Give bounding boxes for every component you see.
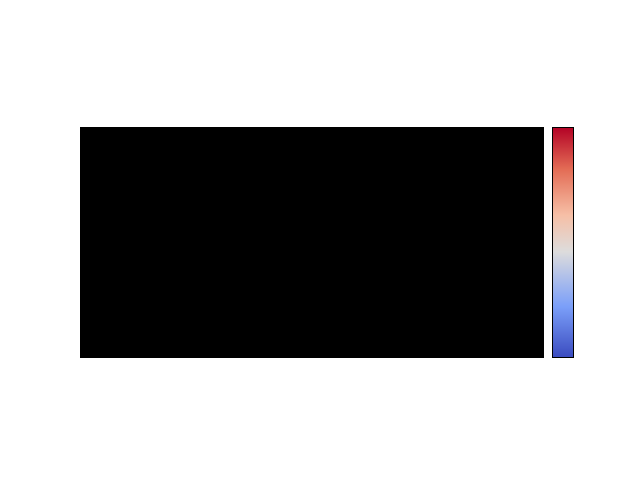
coastlines	[81, 131, 543, 341]
world-map	[80, 127, 544, 358]
colorbar	[552, 127, 574, 358]
map-background	[81, 128, 543, 357]
